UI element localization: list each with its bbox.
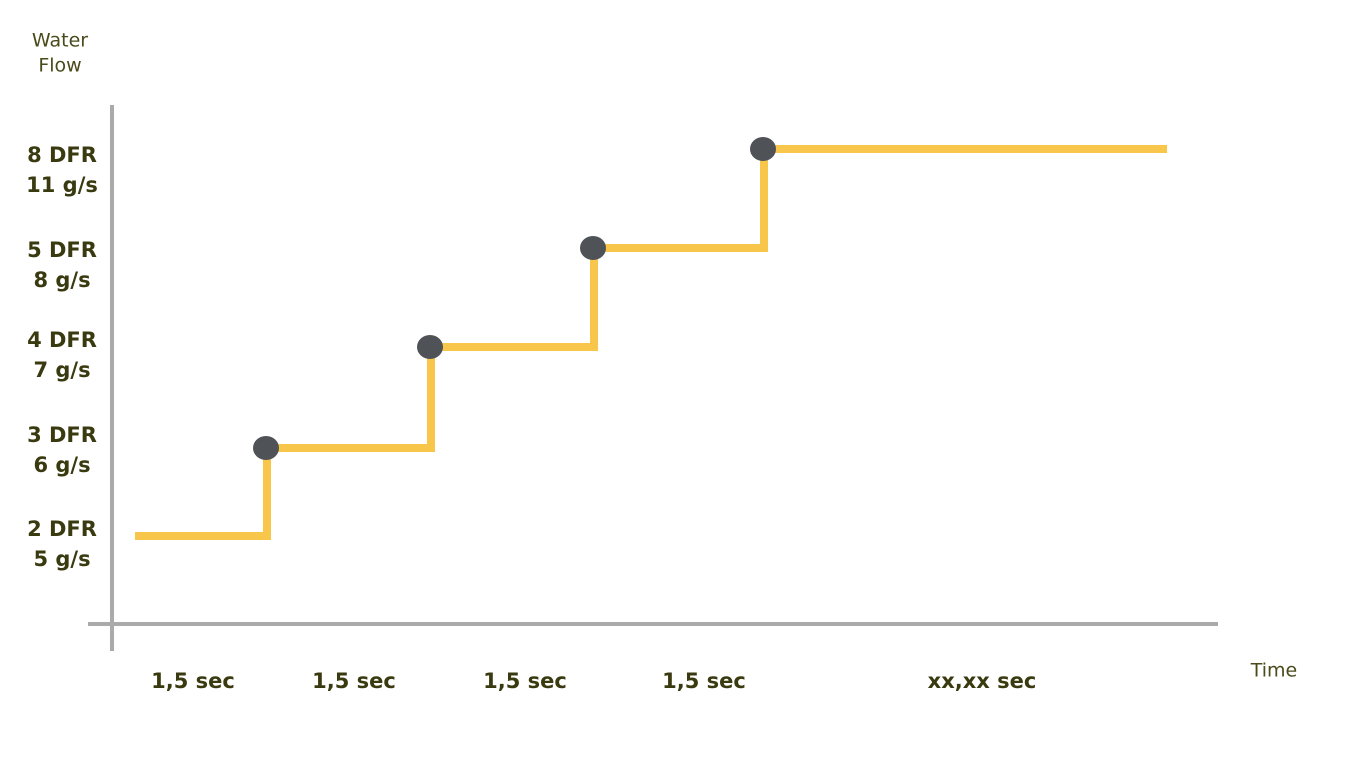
x-axis-title: Time — [1250, 660, 1298, 682]
y-axis-title: Water — [32, 30, 88, 52]
level-label: 8 g/s — [33, 268, 90, 292]
segment-label: 1,5 sec — [483, 669, 567, 693]
level-label: 2 DFR — [27, 517, 97, 541]
level-label: 5 DFR — [27, 238, 97, 262]
level-label: 11 g/s — [26, 173, 98, 197]
level-label: 5 g/s — [33, 547, 90, 571]
step-dot — [580, 236, 606, 260]
level-label: 3 DFR — [27, 423, 97, 447]
step-dot — [417, 335, 443, 359]
step-line — [135, 145, 1167, 540]
segment-label: 1,5 sec — [312, 669, 396, 693]
level-label: 8 DFR — [27, 143, 97, 167]
step-dot — [253, 436, 279, 460]
segment-label: xx,xx sec — [928, 669, 1037, 693]
level-label: 7 g/s — [33, 358, 90, 382]
step-dot — [750, 137, 776, 161]
segment-label: 1,5 sec — [151, 669, 235, 693]
segment-label: 1,5 sec — [662, 669, 746, 693]
y-axis-title: Flow — [38, 55, 81, 77]
level-label: 4 DFR — [27, 328, 97, 352]
level-label: 6 g/s — [33, 453, 90, 477]
